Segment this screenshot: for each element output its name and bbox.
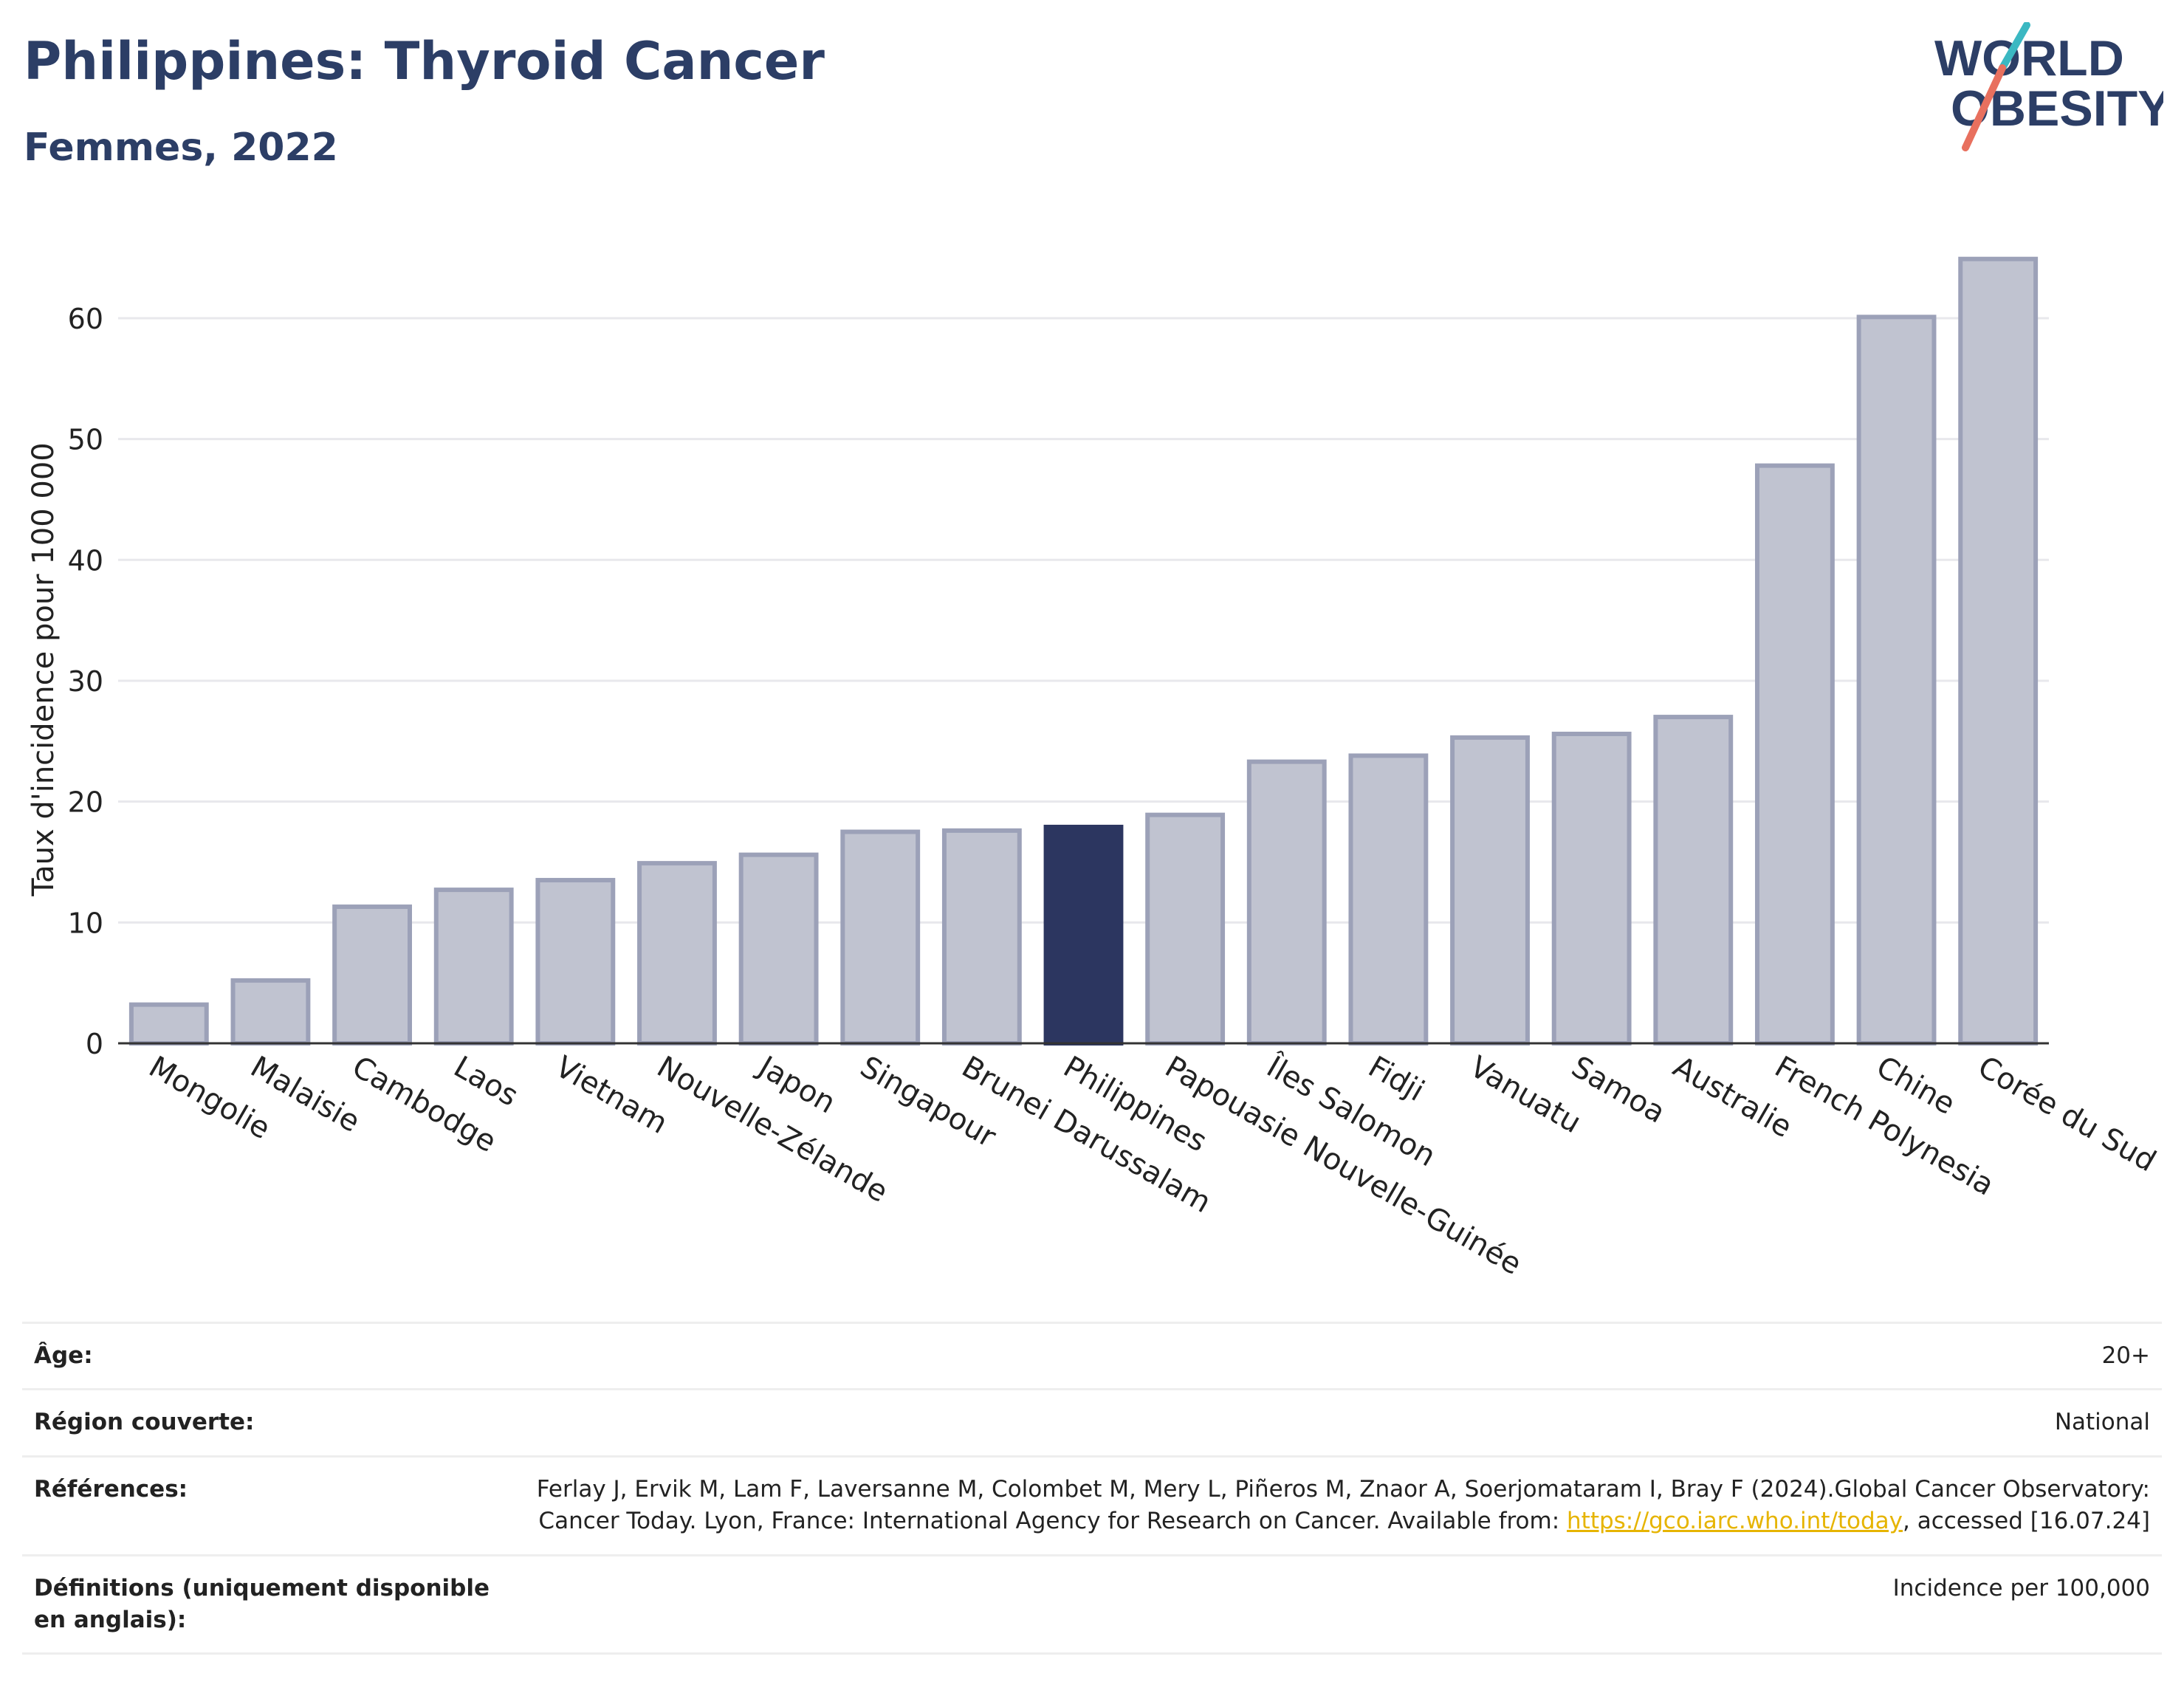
world-obesity-logo: WORLD OBESITY <box>1934 22 2163 151</box>
meta-row-region: Région couverte: National <box>22 1388 2162 1457</box>
x-tick-label: Laos <box>448 1050 524 1113</box>
meta-row-definitions: Définitions (uniquement disponible en an… <box>22 1553 2162 1655</box>
bar-laos <box>433 888 514 1046</box>
bar-corée-du-sud <box>1958 256 2039 1046</box>
bar-papouasie-nouvelle-guinée <box>1145 812 1226 1046</box>
meta-row-age: Âge: 20+ <box>22 1321 2162 1390</box>
x-tick-label: Vanuatu <box>1464 1050 1587 1140</box>
references-link[interactable]: https://gco.iarc.who.int/today <box>1567 1508 1903 1535</box>
y-tick-label: 50 <box>68 424 103 456</box>
bar-samoa <box>1551 731 1632 1046</box>
logo-slash-red <box>1962 64 2006 151</box>
bar-japon <box>738 852 819 1046</box>
x-tick-label: Corée du Sud <box>1972 1050 2161 1179</box>
y-tick-label: 10 <box>68 907 103 939</box>
bar-malaisie <box>230 978 311 1046</box>
y-tick-label: 20 <box>68 786 103 819</box>
bars <box>128 256 2039 1046</box>
x-tick-label: Papouasie Nouvelle-Guinée <box>1159 1050 1527 1282</box>
references-text: Ferlay J, Ervik M, Lam F, Laversanne M, … <box>536 1475 2150 1535</box>
chart-subtitle: Femmes, 2022 <box>24 126 338 170</box>
y-tick-label: 40 <box>68 544 103 577</box>
bar-chine <box>1856 315 1937 1046</box>
x-tick-label: Vietnam <box>549 1050 673 1141</box>
meta-value: 20+ <box>518 1321 2162 1390</box>
y-axis-label: Taux d'incidence pour 100 000 <box>27 442 61 896</box>
y-tick-labels: 0 10 20 30 40 50 60 <box>68 303 103 1060</box>
bar-singapour <box>840 829 921 1046</box>
bar-philippines <box>1043 825 1124 1046</box>
meta-label: Région couverte: <box>22 1388 518 1457</box>
bar-nouvelle-zélande <box>637 861 717 1046</box>
bar-cambodge <box>332 904 413 1046</box>
y-tick-label: 30 <box>68 665 103 698</box>
meta-value: Ferlay J, Ervik M, Lam F, Laversanne M, … <box>518 1455 2162 1556</box>
bar-îles-salomon <box>1246 759 1327 1046</box>
logo-word-world: WORLD <box>1934 30 2124 86</box>
metadata-table: Âge: 20+ Région couverte: National Référ… <box>22 1321 2162 1655</box>
y-tick-label: 0 <box>86 1028 103 1060</box>
references-tail: , accessed [16.07.24] <box>1902 1508 2150 1535</box>
meta-value: National <box>518 1388 2162 1457</box>
bar-mongolie <box>128 1002 209 1046</box>
logo-slash-teal <box>1999 22 2030 72</box>
bar-french-polynesia <box>1754 463 1835 1046</box>
meta-row-references: Références: Ferlay J, Ervik M, Lam F, La… <box>22 1455 2162 1556</box>
meta-label: Âge: <box>22 1321 518 1390</box>
meta-label: Définitions (uniquement disponible en an… <box>22 1553 518 1655</box>
bar-fidji <box>1348 753 1429 1046</box>
bar-brunei-darussalam <box>941 828 1022 1046</box>
meta-value: Incidence per 100,000 <box>518 1553 2162 1655</box>
x-tick-label: Fidji <box>1362 1050 1429 1108</box>
y-tick-label: 60 <box>68 303 103 335</box>
bar-australie <box>1653 715 1734 1046</box>
meta-label: Références: <box>22 1455 518 1556</box>
bar-vanuatu <box>1450 735 1530 1046</box>
bar-vietnam <box>535 878 616 1046</box>
chart-title: Philippines: Thyroid Cancer <box>24 31 825 92</box>
